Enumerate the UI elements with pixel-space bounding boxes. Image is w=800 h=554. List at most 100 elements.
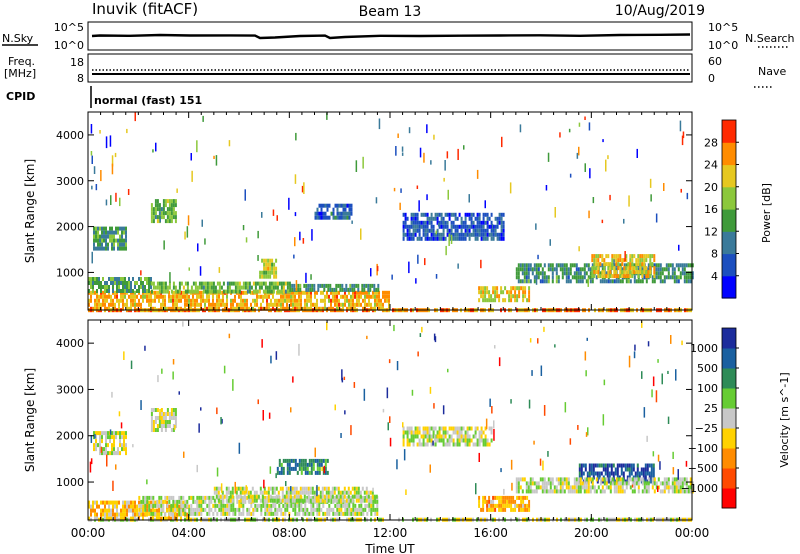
velocity-speckle: [672, 451, 674, 459]
power-cell: [496, 236, 499, 241]
velocity-cell: [340, 511, 343, 516]
power-speckle: [126, 128, 128, 134]
velocity-cell: [249, 490, 252, 495]
power-cell: [599, 254, 602, 259]
power-cell: [494, 298, 497, 303]
velocity-cell: [612, 471, 615, 476]
velocity-cell: [94, 512, 96, 517]
power-cell: [90, 294, 92, 299]
power-cell: [160, 281, 163, 286]
velocity-speckle: [174, 425, 176, 430]
velocity-cell: [440, 438, 443, 443]
power-speckle: [140, 270, 142, 276]
velocity-cell: [541, 481, 544, 486]
power-cell: [434, 212, 437, 217]
velocity-cell: [256, 507, 259, 512]
power-cell: [342, 302, 344, 307]
velocity-cell: [99, 431, 101, 436]
velocity-cell: [634, 471, 637, 476]
power-cell: [338, 203, 341, 208]
power-cell: [250, 290, 252, 295]
power-cell: [132, 289, 134, 293]
power-cell: [346, 294, 348, 299]
power-cell: [573, 271, 576, 276]
power-cell: [198, 281, 201, 286]
power-cell: [107, 246, 109, 251]
power-cell: [123, 238, 125, 243]
power-cell: [408, 236, 411, 241]
power-cell: [629, 274, 632, 279]
power-cell: [524, 290, 527, 295]
power-cell: [300, 294, 302, 299]
power-cell: [190, 298, 192, 303]
velocity-cell: [106, 508, 108, 513]
power-cell: [122, 281, 124, 285]
power-cell: [244, 285, 247, 290]
velocity-cell: [367, 498, 370, 503]
velocity-speckle: [363, 388, 366, 401]
power-cell: [162, 285, 165, 290]
velocity-cell: [448, 434, 451, 439]
power-cell: [170, 306, 172, 311]
velocity-cell: [158, 424, 161, 428]
power-cell: [240, 290, 242, 295]
velocity-cell: [219, 486, 222, 491]
power-cell: [280, 285, 283, 290]
velocity-cell: [364, 503, 367, 508]
power-cell: [234, 298, 236, 303]
power-speckle: [457, 148, 459, 160]
velocity-cell: [456, 442, 459, 447]
velocity-speckle: [402, 422, 404, 428]
velocity-cell: [108, 504, 110, 509]
velocity-cell: [518, 503, 521, 508]
velocity-speckle: [343, 376, 346, 380]
power-speckle: [545, 185, 548, 191]
velocity-cell: [492, 507, 495, 512]
power-cell: [258, 306, 260, 311]
velocity-cell: [326, 511, 329, 516]
power-cell: [428, 228, 431, 233]
velocity-cell: [353, 494, 356, 499]
velocity-cell: [276, 466, 279, 471]
velocity-speckle: [540, 365, 543, 376]
power-cell: [184, 298, 186, 303]
velocity-cell: [227, 486, 230, 491]
power-cell: [488, 224, 491, 229]
power-cell: [248, 289, 251, 294]
power-cell: [472, 220, 475, 225]
velocity-speckle: [115, 464, 117, 470]
velocity-speckle: [292, 376, 294, 383]
power-cell: [114, 290, 116, 295]
velocity-cell: [290, 466, 293, 471]
velocity-cell: [458, 426, 461, 431]
power-cell: [344, 302, 346, 307]
power-cell: [675, 279, 678, 284]
power-cell: [474, 236, 477, 241]
power-cell: [320, 211, 323, 216]
power-cell: [450, 228, 453, 233]
velocity-cell: [352, 507, 355, 512]
power-cell: [156, 199, 159, 204]
power-speckle: [426, 194, 428, 201]
power-cell: [557, 275, 560, 280]
power-cell: [374, 298, 376, 303]
power-cell: [649, 270, 652, 275]
power-speckle: [294, 174, 297, 184]
velocity-cell: [225, 490, 228, 495]
power-cell: [267, 266, 270, 271]
velocity-cell: [121, 447, 123, 452]
power-cell: [192, 289, 195, 294]
power-cell: [132, 298, 134, 303]
power-cell: [541, 271, 544, 276]
power-cell: [164, 219, 167, 224]
power-cell: [232, 306, 234, 311]
velocity-cell: [652, 471, 655, 476]
power-cell: [128, 289, 130, 293]
velocity-cell: [316, 458, 319, 463]
velocity-cell: [593, 489, 596, 494]
power-speckle: [592, 197, 595, 204]
power-speckle: [299, 231, 301, 241]
velocity-cell: [213, 490, 216, 495]
power-cell: [665, 263, 668, 268]
velocity-cell: [299, 498, 302, 503]
